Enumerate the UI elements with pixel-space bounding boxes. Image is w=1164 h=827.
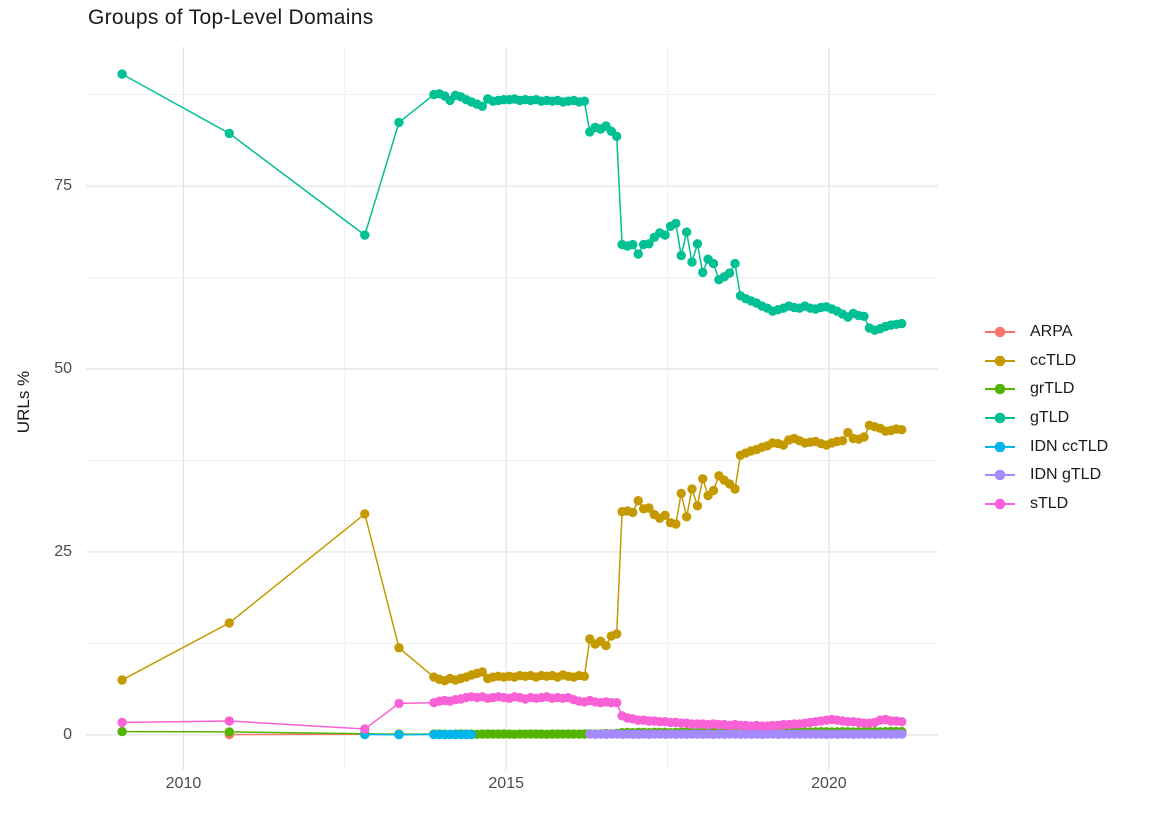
legend-key-icon (985, 384, 1015, 395)
x-tick-label-2010: 2010 (165, 775, 202, 792)
data-point (394, 117, 404, 128)
legend-label: ARPA (1030, 323, 1073, 341)
y-tick-label-50: 50 (54, 359, 72, 377)
legend-key-icon (985, 326, 1015, 338)
data-point (859, 432, 869, 442)
data-point (224, 727, 234, 737)
data-point (692, 239, 703, 249)
data-point (897, 425, 907, 435)
data-point (612, 698, 622, 708)
legend-item-idn-cctld: IDN ccTLD (982, 432, 1108, 461)
series-arpa (224, 729, 370, 740)
series-line (121, 73, 902, 331)
data-point (837, 436, 848, 446)
data-point (681, 512, 692, 522)
data-point (698, 267, 708, 278)
legend-item-stld: sTLD (982, 490, 1108, 519)
series-idn-cctld (360, 729, 476, 740)
data-point (671, 218, 681, 229)
data-point (360, 230, 370, 240)
data-point (224, 618, 234, 628)
data-point (579, 671, 590, 681)
data-point (601, 640, 611, 651)
legend-item-arpa: ARPA (982, 318, 1108, 347)
data-point (859, 311, 869, 321)
data-point (708, 258, 719, 269)
data-point (730, 258, 740, 269)
chart-title: Groups of Top-Level Domains (88, 6, 374, 29)
series-idn-gtld (585, 729, 907, 739)
legend-item-idn-gtld: IDN gTLD (982, 461, 1108, 490)
series-gtld (117, 69, 907, 335)
legend-item-gtld: gTLD (982, 404, 1108, 433)
series-stld (117, 692, 907, 734)
data-point (117, 717, 127, 728)
legend-item-cctld: ccTLD (982, 347, 1108, 376)
y-tick-label-75: 75 (54, 177, 72, 195)
data-point (687, 484, 697, 494)
legend-item-grtld: grTLD (982, 375, 1108, 404)
legend-key-icon (985, 498, 1015, 510)
data-point (394, 698, 404, 709)
data-point (897, 717, 907, 727)
legend-key-icon (985, 441, 1015, 452)
data-point (671, 519, 681, 529)
data-point (687, 257, 697, 267)
data-point (117, 69, 127, 79)
data-point (692, 501, 703, 511)
data-point (897, 318, 907, 329)
data-point (681, 227, 692, 237)
data-point (360, 509, 370, 519)
y-tick-label-25: 25 (54, 542, 72, 560)
data-point (360, 724, 370, 734)
data-point (730, 484, 740, 494)
data-point (633, 249, 643, 259)
legend-key-icon (985, 412, 1015, 424)
legend-label: IDN ccTLD (1030, 437, 1109, 455)
data-point (660, 510, 670, 520)
data-point (477, 101, 487, 112)
data-point (466, 729, 476, 740)
legend-key-icon (985, 469, 1015, 481)
data-point (612, 131, 622, 141)
data-point (644, 503, 654, 513)
legend-key-icon (985, 355, 1015, 367)
y-tick-label-0: 0 (63, 725, 72, 743)
data-point (676, 250, 686, 261)
data-point (633, 496, 643, 506)
series-line (121, 424, 902, 682)
data-point (660, 230, 670, 240)
data-point (612, 629, 622, 639)
legend-label: gTLD (1030, 409, 1070, 427)
legend-label: grTLD (1030, 380, 1075, 398)
data-point (117, 726, 127, 737)
data-point (477, 667, 487, 677)
data-point (676, 488, 686, 499)
data-point (698, 474, 708, 484)
data-point (579, 96, 590, 106)
x-tick-label-2015: 2015 (488, 775, 524, 792)
data-point (394, 730, 404, 740)
legend-label: ccTLD (1030, 351, 1077, 369)
data-point (708, 485, 719, 496)
data-point (897, 729, 907, 739)
data-point (628, 239, 638, 250)
x-tick-label-2020: 2020 (811, 775, 847, 792)
data-point (224, 128, 234, 139)
data-point (644, 239, 654, 249)
data-point (628, 507, 638, 518)
legend-label: sTLD (1030, 494, 1069, 512)
data-point (117, 675, 127, 685)
legend-label: IDN gTLD (1030, 466, 1102, 484)
series-cctld (117, 420, 907, 686)
data-point (724, 268, 735, 278)
data-point (394, 643, 404, 653)
legend: ARPA ccTLD grTLD gTLD IDN ccTLD IDN gTLD sTLD (982, 318, 1108, 518)
data-point (224, 716, 234, 726)
